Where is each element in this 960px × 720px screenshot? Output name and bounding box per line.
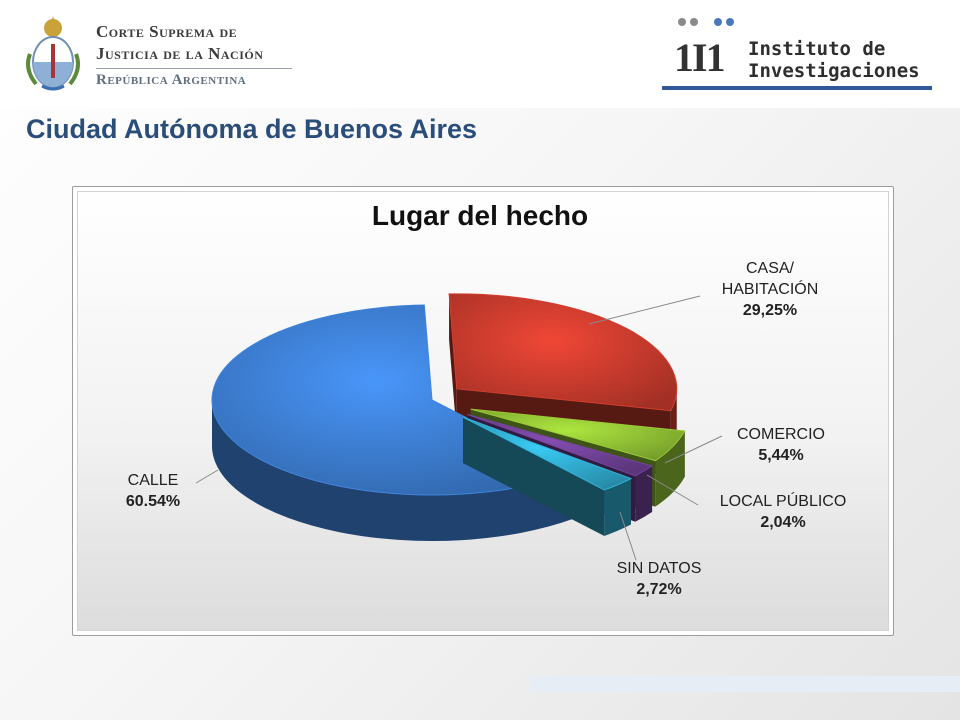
data-label-local-publico-name: LOCAL PÚBLICO <box>719 493 847 510</box>
pie-slice-casa-habitación-side <box>449 293 457 435</box>
data-label-casa-value: 29,25% <box>742 302 798 319</box>
chart-title: Lugar del hecho <box>371 200 589 231</box>
institute-underline <box>662 86 932 90</box>
data-label-comercio-name: COMERCIO <box>737 426 825 443</box>
pie-slice-sin-datos-top <box>462 416 633 491</box>
leader-line-casa-habitación <box>588 295 701 325</box>
pie-slice-local-público-wall <box>635 466 653 522</box>
institute-mark-text: 1I1 <box>674 35 726 80</box>
institute-name-line-2: Investigaciones <box>748 60 920 82</box>
leader-line-local-público <box>646 474 699 506</box>
data-label-comercio-value: 5,44% <box>758 447 804 464</box>
page-title: Ciudad Autónoma de Buenos Aires <box>26 114 478 144</box>
pie-slice-local-público-top <box>467 413 654 477</box>
court-name-line-2: Justicia de la Nación <box>96 44 264 63</box>
institute-logo-block: 1I1 Instituto de Investigaciones <box>660 12 940 102</box>
slide-header: Corte Suprema de Justicia de la Nación R… <box>0 0 960 108</box>
footer-strip <box>530 676 960 692</box>
data-label-casa-name: CASA/ HABITACIÓN <box>721 260 819 298</box>
data-label-comercio: COMERCIO 5,44% <box>716 424 846 466</box>
court-divider <box>96 68 292 69</box>
pie-slice-casa-habitación-top <box>448 293 678 412</box>
leader-line-comercio <box>664 435 723 464</box>
data-label-calle-value: 60.54% <box>125 493 181 510</box>
coat-of-arms-icon <box>26 16 80 91</box>
leader-line-sin-datos <box>619 511 637 561</box>
data-label-local-publico-value: 2,04% <box>760 514 806 531</box>
court-country: República Argentina <box>96 72 247 88</box>
pie-slice-sin-datos-wall <box>604 478 631 536</box>
data-label-casa: CASA/ HABITACIÓN 29,25% <box>700 258 840 321</box>
pie-slice-sin-datos-side <box>463 417 605 536</box>
data-label-calle-name: CALLE <box>127 472 179 489</box>
pie-slice-comercio-wall <box>655 430 685 507</box>
leader-line-calle <box>195 469 219 484</box>
data-label-calle: CALLE 60.54% <box>108 470 198 512</box>
pie-slice-calle-wall <box>212 400 574 541</box>
data-label-sin-datos: SIN DATOS 2,72% <box>596 558 722 600</box>
court-logo-block: Corte Suprema de Justicia de la Nación R… <box>12 8 302 100</box>
pie-slice-sin-datos <box>462 416 633 536</box>
pie-slice-comercio-top <box>470 408 686 462</box>
institute-name-line-1: Instituto de <box>748 38 886 60</box>
data-label-sin-datos-value: 2,72% <box>636 581 682 598</box>
data-label-local-publico: LOCAL PÚBLICO 2,04% <box>698 491 868 533</box>
data-label-sin-datos-name: SIN DATOS <box>616 560 702 577</box>
court-name-line-1: Corte Suprema de <box>96 22 238 41</box>
institute-mark: 1I1 <box>674 34 726 81</box>
